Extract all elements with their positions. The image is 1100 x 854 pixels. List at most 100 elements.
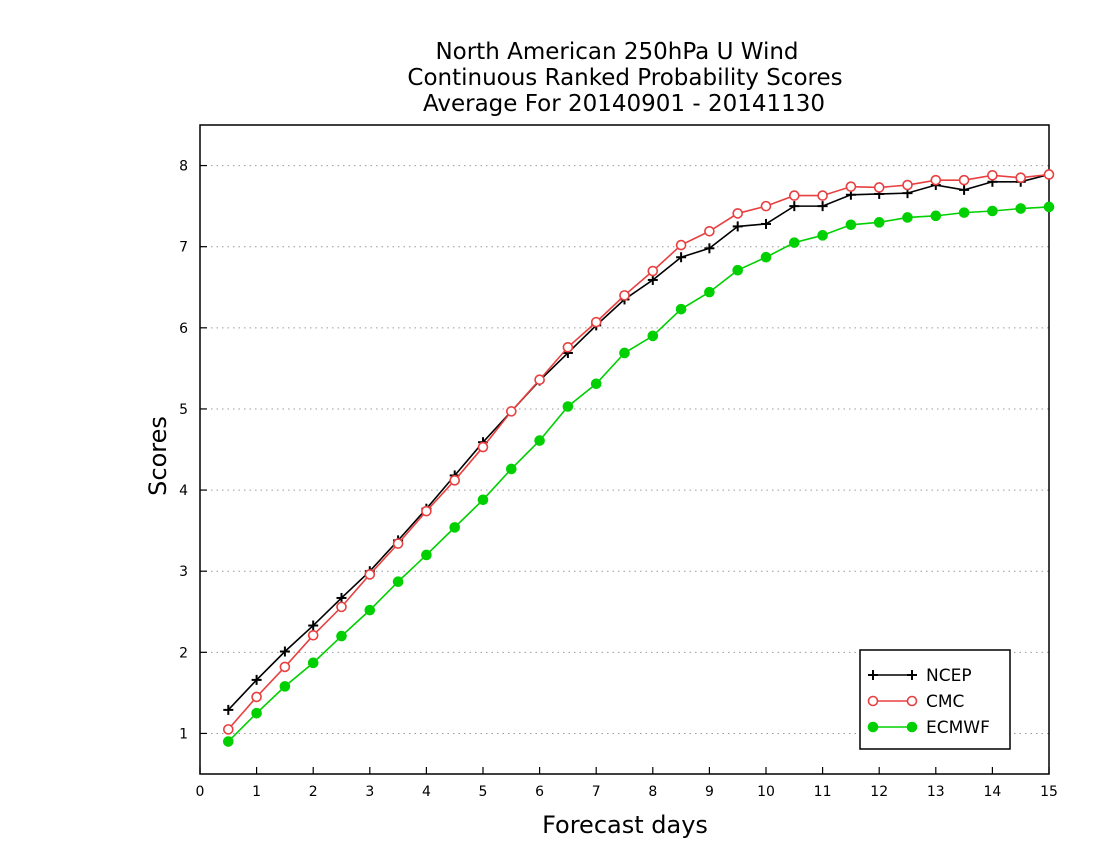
data-point-ecmwf-20 xyxy=(789,237,800,248)
data-point-ecmwf-3 xyxy=(307,657,319,669)
data-point-ecmwf-15 xyxy=(647,330,659,342)
data-point-cmc-25 xyxy=(930,174,942,186)
data-point-ecmwf-29 xyxy=(1043,201,1055,213)
x-tick-label-8: 8 xyxy=(648,784,657,800)
data-point-cmc-7 xyxy=(421,505,432,517)
data-point-ecmwf-21 xyxy=(817,230,828,241)
series-line-ncep xyxy=(227,173,1050,711)
x-tick-label-13: 13 xyxy=(927,784,945,800)
data-point-cmc-1 xyxy=(251,691,262,703)
x-axis-ticks: 0 1 2 3 4 5 6 7 8 9 10 11 12 13 14 15 xyxy=(196,767,1058,800)
y-axis-label: Scores xyxy=(144,416,172,496)
data-point-cmc-20 xyxy=(788,190,800,201)
data-point-cmc-12 xyxy=(562,341,574,353)
data-point-cmc-29 xyxy=(1043,169,1055,180)
x-tick-label-14: 14 xyxy=(983,784,1001,800)
data-point-ecmwf-13 xyxy=(590,378,602,390)
x-axis-label: Forecast days xyxy=(542,811,708,839)
chart-title: North American 250hPa U Wind Continuous … xyxy=(407,39,842,117)
x-tick-label-10: 10 xyxy=(757,784,775,800)
legend-marker-cmc-right xyxy=(906,695,918,707)
data-point-cmc-27 xyxy=(987,169,998,181)
data-point-ecmwf-1 xyxy=(251,707,262,719)
series-ecmwf xyxy=(223,201,1055,747)
data-point-cmc-5 xyxy=(364,569,376,580)
data-point-cmc-18 xyxy=(732,208,744,219)
y-tick-label-5: 5 xyxy=(179,402,188,418)
data-point-cmc-14 xyxy=(619,290,630,301)
data-point-cmc-17 xyxy=(704,225,715,237)
legend-item-ncep: NCEP xyxy=(868,666,972,686)
legend-marker-ncep-left xyxy=(868,670,878,680)
data-point-cmc-22 xyxy=(845,181,857,192)
x-tick-label-2: 2 xyxy=(309,784,318,800)
legend-marker-cmc-left xyxy=(867,695,879,707)
data-point-cmc-4 xyxy=(336,601,347,613)
legend-label-ncep: NCEP xyxy=(926,666,972,686)
data-point-cmc-8 xyxy=(449,475,461,486)
data-point-cmc-16 xyxy=(675,239,687,251)
data-point-cmc-19 xyxy=(760,200,772,212)
y-tick-label-2: 2 xyxy=(179,645,188,661)
legend: NCEP CMC ECMWF xyxy=(859,649,1011,750)
x-tick-label-0: 0 xyxy=(196,784,205,800)
data-point-ncep-18 xyxy=(732,221,743,232)
data-point-cmc-26 xyxy=(958,174,970,186)
series-container xyxy=(223,169,1055,747)
data-point-cmc-2 xyxy=(279,661,291,673)
y-tick-label-8: 8 xyxy=(179,159,188,175)
legend-marker-ecmwf-left xyxy=(867,721,879,733)
data-point-ecmwf-0 xyxy=(223,736,234,747)
x-tick-label-11: 11 xyxy=(814,784,832,800)
data-point-ecmwf-26 xyxy=(958,207,970,218)
data-point-ecmwf-10 xyxy=(506,463,517,475)
chart-title-line-2: Continuous Ranked Probability Scores xyxy=(407,65,842,91)
data-point-ecmwf-18 xyxy=(732,264,744,276)
legend-marker-ncep-right xyxy=(907,670,917,680)
data-point-cmc-11 xyxy=(534,374,545,386)
legend-label-ecmwf: ECMWF xyxy=(926,718,990,738)
legend-item-ecmwf: ECMWF xyxy=(867,718,990,738)
plot-frame xyxy=(199,124,1050,775)
data-point-ncep-1 xyxy=(251,674,262,685)
chart-title-line-3: Average For 20140901 - 20141130 xyxy=(423,91,825,117)
data-point-ncep-21 xyxy=(817,201,828,212)
x-tick-label-12: 12 xyxy=(870,784,888,800)
data-point-cmc-23 xyxy=(873,182,885,193)
data-point-ncep-15 xyxy=(647,274,658,285)
series-ncep xyxy=(223,169,1054,715)
data-point-ecmwf-9 xyxy=(477,494,489,506)
gridlines xyxy=(200,165,1049,734)
data-point-cmc-0 xyxy=(223,724,234,735)
y-tick-label-6: 6 xyxy=(179,321,188,337)
data-point-cmc-28 xyxy=(1015,172,1027,184)
x-tick-label-5: 5 xyxy=(479,784,488,800)
data-point-cmc-13 xyxy=(590,316,602,328)
x-tick-label-9: 9 xyxy=(705,784,714,800)
data-point-ecmwf-4 xyxy=(336,630,347,642)
x-tick-label-7: 7 xyxy=(592,784,601,800)
data-point-ecmwf-16 xyxy=(675,303,687,315)
data-point-ecmwf-19 xyxy=(760,251,772,263)
data-point-cmc-21 xyxy=(817,190,828,201)
x-tick-label-15: 15 xyxy=(1040,784,1058,800)
y-tick-label-7: 7 xyxy=(179,240,188,256)
data-point-ecmwf-14 xyxy=(619,347,630,359)
legend-item-cmc: CMC xyxy=(867,692,964,712)
data-point-cmc-9 xyxy=(477,441,489,453)
data-point-ncep-0 xyxy=(223,704,234,715)
data-point-ecmwf-25 xyxy=(930,210,942,222)
data-point-ecmwf-11 xyxy=(534,435,545,446)
data-point-ncep-19 xyxy=(761,218,771,229)
data-point-ncep-4 xyxy=(336,592,347,603)
y-tick-label-3: 3 xyxy=(179,564,188,580)
data-point-ecmwf-23 xyxy=(873,217,885,228)
data-point-ncep-2 xyxy=(279,646,290,657)
data-point-ecmwf-8 xyxy=(449,522,461,533)
y-tick-label-4: 4 xyxy=(179,483,188,499)
data-point-ncep-3 xyxy=(308,620,319,631)
x-tick-label-6: 6 xyxy=(535,784,544,800)
data-point-ecmwf-27 xyxy=(987,205,998,217)
data-point-cmc-6 xyxy=(392,538,404,549)
